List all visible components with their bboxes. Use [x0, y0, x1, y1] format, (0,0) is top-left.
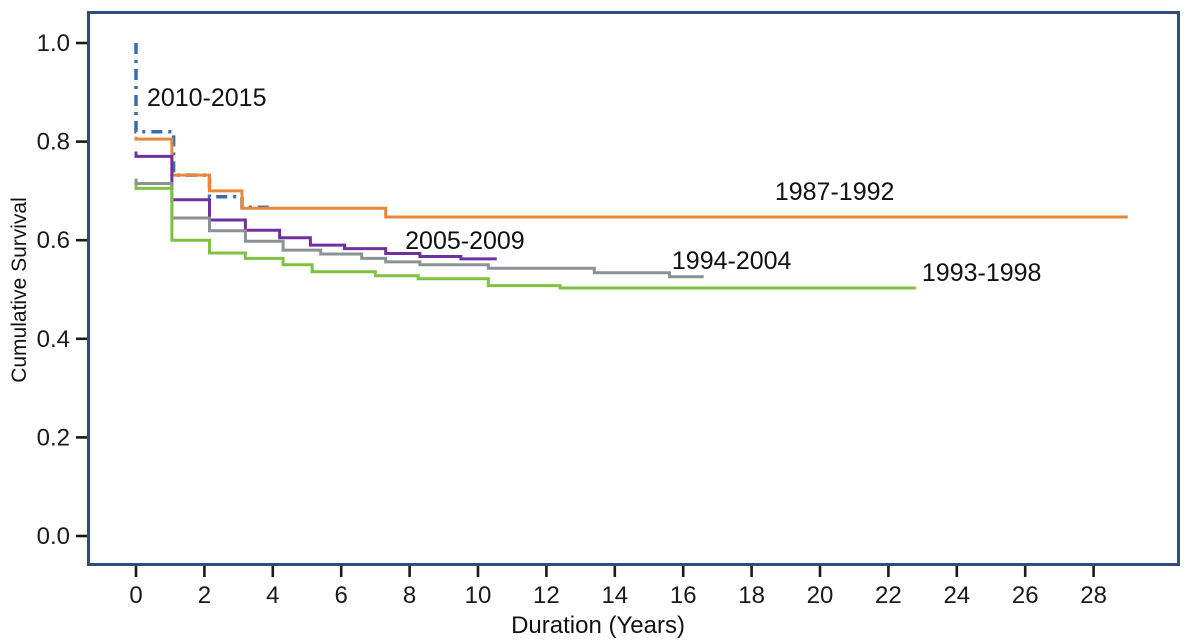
x-tick-label: 12 [533, 582, 560, 609]
y-tick-label: 0.6 [37, 227, 70, 254]
curve-label-2005-2009: 2005-2009 [405, 226, 525, 255]
y-tick-label: 0.2 [37, 424, 70, 451]
y-tick-label: 1.0 [37, 30, 70, 57]
y-tick-label: 0.8 [37, 129, 70, 156]
curve-label-1987-1992: 1987-1992 [774, 178, 895, 207]
x-tick-label: 16 [670, 582, 697, 609]
series-1987-1992 [134, 136, 1128, 219]
x-tick-label: 22 [875, 582, 902, 609]
x-tick-label: 28 [1080, 582, 1107, 609]
x-tick-label: 18 [738, 582, 765, 609]
x-tick-label: 20 [807, 582, 834, 609]
x-tick-label: 26 [1012, 582, 1039, 609]
series-1993-1998 [134, 185, 916, 290]
x-tick-label: 24 [943, 582, 970, 609]
y-tick-label: 0.0 [37, 523, 70, 550]
curve-label-2010-2015: 2010-2015 [146, 83, 267, 112]
x-tick-label: 4 [266, 582, 279, 609]
x-tick-label: 0 [129, 582, 142, 609]
x-tick-label: 8 [403, 582, 416, 609]
x-tick-label: 14 [601, 582, 628, 609]
x-axis-title: Duration (Years) [511, 612, 685, 639]
series-2005-2009 [134, 151, 497, 261]
y-tick-label: 0.4 [37, 326, 70, 353]
x-tick-label: 2 [198, 582, 211, 609]
curve-label-1993-1998: 1993-1998 [921, 258, 1042, 287]
curve-label-1994-2004: 1994-2004 [671, 247, 792, 276]
plot-frame [87, 11, 1180, 566]
y-axis-title: Cumulative Survival [8, 197, 31, 383]
series-1994-2004 [134, 178, 704, 279]
x-tick-label: 6 [335, 582, 348, 609]
x-tick-label: 10 [465, 582, 492, 609]
